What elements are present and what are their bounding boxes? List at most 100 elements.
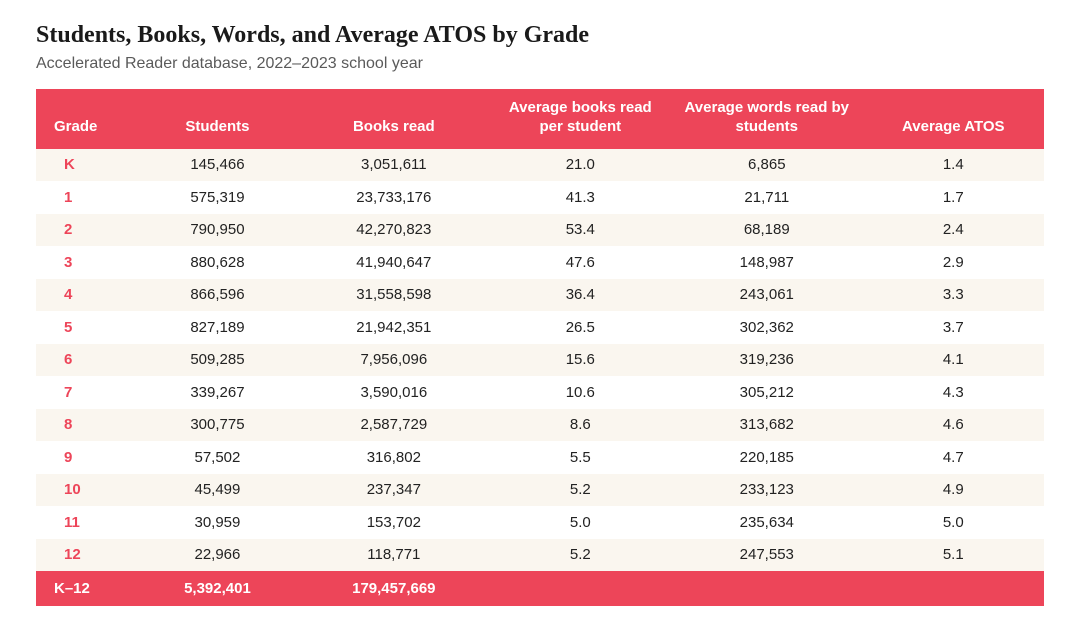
footer-books: 179,457,669 <box>298 571 490 606</box>
cell-avg-words: 6,865 <box>671 149 863 182</box>
footer-avg-books <box>490 571 671 606</box>
cell-books: 3,051,611 <box>298 149 490 182</box>
cell-avg-books: 41.3 <box>490 181 671 214</box>
cell-grade: 9 <box>36 441 137 474</box>
cell-atos: 4.7 <box>863 441 1044 474</box>
table-row: 8300,7752,587,7298.6313,6824.6 <box>36 409 1044 442</box>
cell-atos: 4.6 <box>863 409 1044 442</box>
table-row: 957,502316,8025.5220,1854.7 <box>36 441 1044 474</box>
cell-avg-books: 47.6 <box>490 246 671 279</box>
cell-students: 866,596 <box>137 279 298 312</box>
cell-students: 145,466 <box>137 149 298 182</box>
cell-atos: 4.3 <box>863 376 1044 409</box>
cell-atos: 4.9 <box>863 474 1044 507</box>
cell-grade: 7 <box>36 376 137 409</box>
table-row: 1130,959153,7025.0235,6345.0 <box>36 506 1044 539</box>
cell-avg-words: 68,189 <box>671 214 863 247</box>
cell-books: 23,733,176 <box>298 181 490 214</box>
cell-books: 3,590,016 <box>298 376 490 409</box>
col-header-avg-books: Average books read per student <box>490 89 671 149</box>
cell-grade: 12 <box>36 539 137 572</box>
table-footer-row: K–12 5,392,401 179,457,669 <box>36 571 1044 606</box>
cell-avg-books: 8.6 <box>490 409 671 442</box>
cell-students: 57,502 <box>137 441 298 474</box>
footer-atos <box>863 571 1044 606</box>
col-header-grade: Grade <box>36 89 137 149</box>
cell-books: 2,587,729 <box>298 409 490 442</box>
cell-books: 7,956,096 <box>298 344 490 377</box>
cell-students: 339,267 <box>137 376 298 409</box>
cell-books: 41,940,647 <box>298 246 490 279</box>
cell-avg-books: 5.0 <box>490 506 671 539</box>
cell-avg-words: 243,061 <box>671 279 863 312</box>
cell-grade: 11 <box>36 506 137 539</box>
cell-grade: 5 <box>36 311 137 344</box>
cell-avg-words: 247,553 <box>671 539 863 572</box>
cell-avg-books: 26.5 <box>490 311 671 344</box>
cell-avg-words: 21,711 <box>671 181 863 214</box>
cell-books: 42,270,823 <box>298 214 490 247</box>
page-subtitle: Accelerated Reader database, 2022–2023 s… <box>36 55 1044 73</box>
cell-avg-books: 36.4 <box>490 279 671 312</box>
cell-atos: 4.1 <box>863 344 1044 377</box>
cell-students: 45,499 <box>137 474 298 507</box>
atos-table: Grade Students Books read Average books … <box>36 89 1044 606</box>
cell-atos: 3.7 <box>863 311 1044 344</box>
cell-avg-words: 319,236 <box>671 344 863 377</box>
cell-avg-books: 53.4 <box>490 214 671 247</box>
table-row: 1575,31923,733,17641.321,7111.7 <box>36 181 1044 214</box>
cell-grade: 1 <box>36 181 137 214</box>
cell-books: 153,702 <box>298 506 490 539</box>
cell-grade: 2 <box>36 214 137 247</box>
cell-atos: 1.4 <box>863 149 1044 182</box>
cell-students: 880,628 <box>137 246 298 279</box>
cell-students: 22,966 <box>137 539 298 572</box>
col-header-books: Books read <box>298 89 490 149</box>
cell-students: 790,950 <box>137 214 298 247</box>
cell-avg-words: 313,682 <box>671 409 863 442</box>
cell-books: 237,347 <box>298 474 490 507</box>
cell-avg-books: 15.6 <box>490 344 671 377</box>
cell-grade: 3 <box>36 246 137 279</box>
table-row: 2790,95042,270,82353.468,1892.4 <box>36 214 1044 247</box>
cell-atos: 3.3 <box>863 279 1044 312</box>
cell-atos: 5.0 <box>863 506 1044 539</box>
cell-students: 509,285 <box>137 344 298 377</box>
cell-students: 300,775 <box>137 409 298 442</box>
cell-avg-books: 21.0 <box>490 149 671 182</box>
cell-avg-books: 10.6 <box>490 376 671 409</box>
table-row: K145,4663,051,61121.06,8651.4 <box>36 149 1044 182</box>
cell-grade: 6 <box>36 344 137 377</box>
table-header-row: Grade Students Books read Average books … <box>36 89 1044 149</box>
table-row: 3880,62841,940,64747.6148,9872.9 <box>36 246 1044 279</box>
cell-avg-books: 5.5 <box>490 441 671 474</box>
table-row: 7339,2673,590,01610.6305,2124.3 <box>36 376 1044 409</box>
table-row: 1045,499237,3475.2233,1234.9 <box>36 474 1044 507</box>
cell-grade: 8 <box>36 409 137 442</box>
cell-avg-books: 5.2 <box>490 539 671 572</box>
cell-books: 21,942,351 <box>298 311 490 344</box>
cell-students: 575,319 <box>137 181 298 214</box>
footer-students: 5,392,401 <box>137 571 298 606</box>
col-header-students: Students <box>137 89 298 149</box>
cell-avg-words: 302,362 <box>671 311 863 344</box>
cell-avg-words: 233,123 <box>671 474 863 507</box>
page-title: Students, Books, Words, and Average ATOS… <box>36 22 1044 49</box>
cell-atos: 1.7 <box>863 181 1044 214</box>
cell-atos: 2.4 <box>863 214 1044 247</box>
cell-avg-words: 235,634 <box>671 506 863 539</box>
cell-books: 316,802 <box>298 441 490 474</box>
footer-avg-words <box>671 571 863 606</box>
cell-avg-words: 220,185 <box>671 441 863 474</box>
cell-avg-books: 5.2 <box>490 474 671 507</box>
cell-avg-words: 305,212 <box>671 376 863 409</box>
cell-atos: 5.1 <box>863 539 1044 572</box>
col-header-atos: Average ATOS <box>863 89 1044 149</box>
cell-grade: 10 <box>36 474 137 507</box>
table-row: 4866,59631,558,59836.4243,0613.3 <box>36 279 1044 312</box>
cell-atos: 2.9 <box>863 246 1044 279</box>
footer-grade: K–12 <box>36 571 137 606</box>
table-row: 6509,2857,956,09615.6319,2364.1 <box>36 344 1044 377</box>
cell-books: 31,558,598 <box>298 279 490 312</box>
table-row: 5827,18921,942,35126.5302,3623.7 <box>36 311 1044 344</box>
